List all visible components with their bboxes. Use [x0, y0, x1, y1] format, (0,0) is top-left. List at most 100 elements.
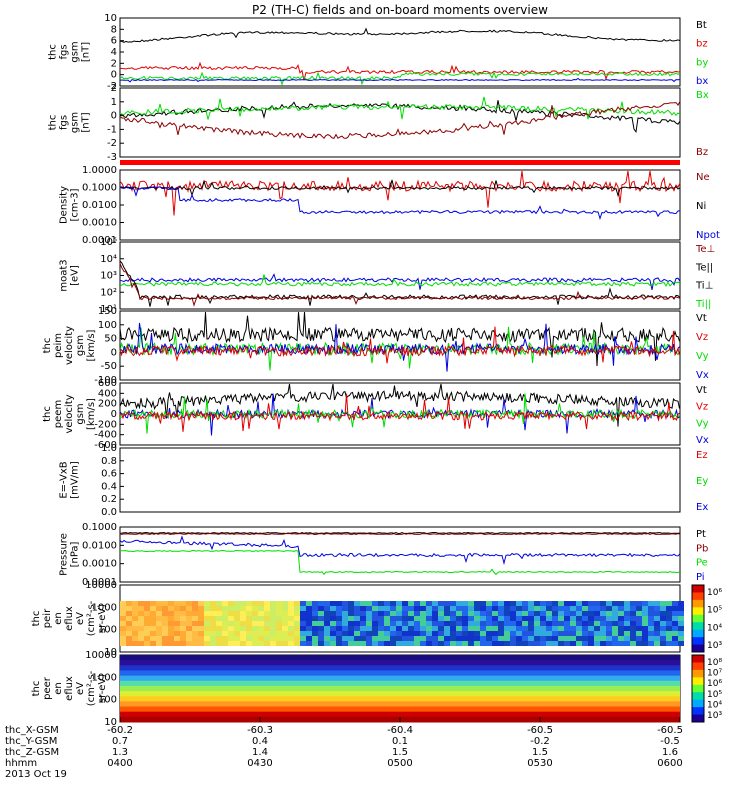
y-axis-label-line: (cm²-s-: [86, 670, 97, 706]
y-axis-label-line: thc: [48, 115, 59, 131]
y-axis-label: thcpeirenefluxeV(cm²-s-sr-eV): [31, 600, 108, 636]
x-axis-value: 0.4: [252, 736, 268, 747]
colorbar-segment: [692, 707, 704, 716]
y-tick-label: 0: [111, 111, 117, 122]
y-tick-label: -200: [94, 419, 117, 430]
x-axis-row-label: hhmm: [5, 758, 37, 769]
panel-elec_spec: 10000 1000 100 10 thcpeerenefluxeV(cm²-s-sr-…: [31, 650, 722, 728]
panel-frame: [119, 241, 681, 310]
x-axis-value: 0430: [247, 758, 272, 769]
colorbar-segment: [692, 714, 704, 723]
y-axis-label-line: sr-eV): [97, 674, 108, 703]
colorbar-segment: [692, 677, 704, 686]
y-tick-label: 2: [111, 58, 117, 69]
series-Vt: [119, 383, 680, 427]
y-axis-label-line: fgs: [59, 44, 70, 59]
legend-entry: Vz: [696, 402, 708, 413]
x-axis-value: 0530: [527, 758, 552, 769]
y-axis-label: Density[cm-3]: [59, 186, 81, 224]
series-Pi: [119, 535, 681, 566]
colorbar-label: 10⁷: [707, 669, 722, 679]
legend-entry: Ez: [696, 450, 708, 461]
y-tick-label: 1.0000: [82, 165, 117, 176]
colorbar-segment: [692, 614, 704, 623]
series-bx: [119, 77, 681, 83]
y-tick-label: -400: [94, 430, 117, 441]
y-tick-label: 100: [98, 625, 117, 636]
legend-entry: Ey: [696, 476, 708, 487]
y-axis-label-line: gsm: [70, 41, 81, 62]
legend-entry: Vy: [696, 418, 709, 429]
legend-entry: Npot: [696, 230, 720, 241]
y-axis-label-line: peer: [42, 676, 53, 700]
y-axis-label-line: [cm-3]: [70, 188, 81, 221]
x-axis-value: -0.5: [660, 736, 680, 747]
series-Vz: [119, 326, 680, 364]
x-axis-value: 1.6: [662, 747, 678, 758]
y-tick-label: -1: [107, 124, 117, 135]
y-tick-label: 8: [111, 24, 117, 35]
x-axis-row-label: thc_Z-GSM: [5, 747, 59, 758]
y-axis-label-line: thc: [42, 406, 53, 422]
x-axis-value: 0.1: [392, 736, 408, 747]
y-tick-label: 0: [111, 409, 117, 420]
y-tick-label: 0: [111, 347, 117, 358]
series-Bz: [119, 101, 681, 140]
x-axis-value: -60.5: [657, 725, 683, 736]
y-axis-label: thcfgsgsm[nT]: [48, 112, 92, 133]
y-axis-label-line: en: [53, 612, 64, 625]
legend-entry: bz: [696, 39, 708, 50]
series-Pb: [119, 532, 681, 536]
y-axis-label-line: gsm: [75, 403, 86, 424]
y-tick-label: 0.0100: [82, 200, 117, 211]
y-tick-label: 0.0001: [82, 235, 117, 246]
colorbar-label: 10³: [707, 641, 722, 651]
legend-entry: by: [696, 57, 708, 68]
y-tick-label: 6: [111, 36, 117, 47]
y-axis-label: Pressure[nPa]: [59, 533, 81, 576]
colorbar-label: 10⁶: [707, 679, 722, 689]
y-axis-label-line: eflux: [64, 676, 75, 701]
figure-title: P2 (TH-C) fields and on-board moments ov…: [252, 3, 548, 17]
legend-entry: bx: [696, 76, 708, 87]
red-separator-bar: [120, 160, 680, 165]
y-tick-label: 200: [98, 399, 117, 410]
legend-entry: Bt: [696, 20, 707, 31]
legend-entry: Vy: [696, 351, 709, 362]
y-axis-label-line: Pressure: [59, 533, 70, 576]
y-tick-label: -2: [107, 138, 117, 149]
y-axis-label-line: [eV]: [70, 265, 81, 286]
y-axis-label-line: [mV/m]: [70, 461, 81, 499]
colorbar-segment: [692, 669, 704, 678]
y-tick-label: 10000: [85, 580, 117, 591]
panel-temp: 10⁵ 10⁴ 10³ 10² 10¹ moat3[eV] Te⊥ Te|| Ti⊥ Ti||: [59, 237, 716, 315]
series-Vz: [119, 393, 680, 432]
y-axis-label-line: sr-eV): [97, 604, 108, 633]
y-tick-label: 150: [98, 306, 117, 317]
x-axis-row-label: thc_Y-GSM: [5, 736, 57, 747]
x-axis-value: 0400: [107, 758, 132, 769]
y-tick-label: 50: [104, 334, 117, 345]
y-tick-label: 10: [104, 647, 117, 658]
y-axis-label-line: en: [53, 682, 64, 695]
y-tick-label: 0.1000: [82, 522, 117, 533]
y-tick-label: 0.6: [101, 469, 117, 480]
series-Bx: [119, 96, 681, 120]
y-tick-label: 10¹: [100, 304, 117, 315]
y-tick-label: -600: [94, 440, 117, 451]
y-axis-label-line: moat3: [59, 259, 70, 291]
legend-entry: Vx: [696, 370, 709, 381]
y-axis-label-line: thc: [31, 681, 42, 697]
x-axis-date: 2013 Oct 19: [5, 769, 67, 780]
y-tick-label: 100: [98, 320, 117, 331]
y-tick-label: -100: [94, 375, 117, 386]
legend-entry: Pt: [696, 529, 706, 540]
series-Ti-par: [119, 274, 681, 288]
x-axis-value: 0500: [387, 758, 412, 769]
y-axis-label-line: eV: [75, 682, 86, 695]
colorbar-segment: [692, 684, 704, 693]
y-tick-label: 0.1000: [82, 183, 117, 194]
y-axis-label-line: thc: [31, 611, 42, 627]
